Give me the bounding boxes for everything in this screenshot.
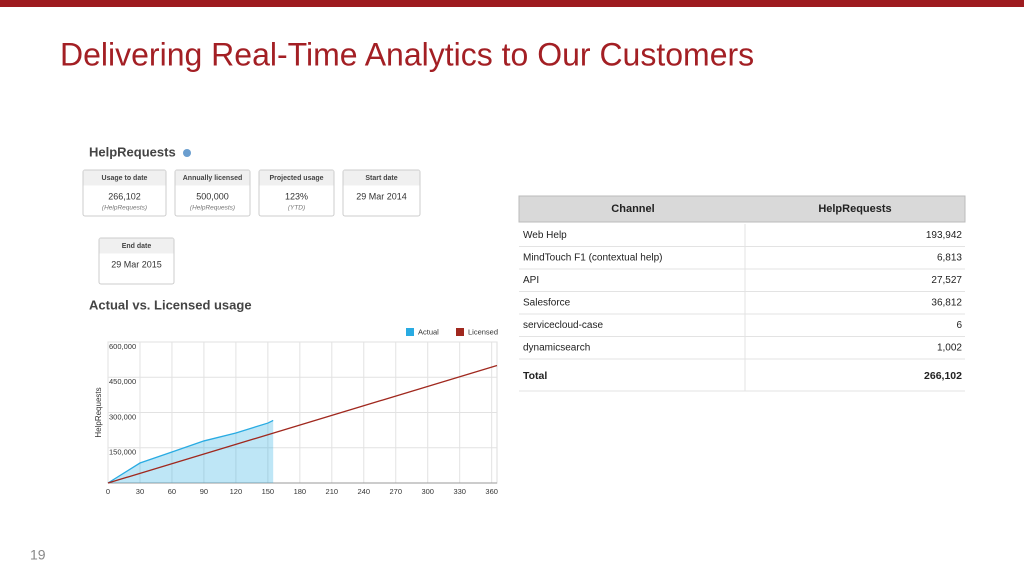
page-number: 19 xyxy=(30,547,46,563)
line xyxy=(107,364,498,484)
table-cell: dynamicsearch xyxy=(523,342,590,353)
y-tick-label: 300,000 xyxy=(109,412,136,421)
card-note: (YTD) xyxy=(288,205,305,212)
legend-swatch xyxy=(406,328,414,336)
card-header xyxy=(343,170,420,186)
table-cell: API xyxy=(523,275,539,286)
y-tick-label: 600,000 xyxy=(109,342,136,351)
area xyxy=(108,420,274,483)
card-header xyxy=(83,170,166,186)
x-tick-label: 360 xyxy=(485,487,498,496)
table-cell: MindTouch F1 (contextual help) xyxy=(523,252,663,263)
table-cell: 6,813 xyxy=(937,252,962,263)
card-value: 266,102 xyxy=(108,191,141,201)
card-value: 29 Mar 2014 xyxy=(356,191,407,201)
x-tick-label: 330 xyxy=(453,487,466,496)
dashboard-title: HelpRequests xyxy=(89,144,176,159)
table-header xyxy=(518,195,966,223)
x-tick-label: 30 xyxy=(136,487,144,496)
x-tick-label: 240 xyxy=(358,487,371,496)
legend-label: Actual xyxy=(418,327,439,336)
table-cell: 193,942 xyxy=(926,230,963,241)
table-total: 266,102 xyxy=(924,370,962,382)
card-label: Annually licensed xyxy=(183,175,243,182)
chart-title: Actual vs. Licensed usage xyxy=(89,297,252,312)
x-tick-label: 60 xyxy=(168,487,176,496)
info-icon xyxy=(183,149,191,157)
card-header xyxy=(99,238,174,254)
line xyxy=(107,419,274,484)
card-value: 123% xyxy=(285,191,308,201)
table-cell: servicecloud-case xyxy=(523,320,603,331)
x-tick-label: 0 xyxy=(106,487,110,496)
table-cell: 1,002 xyxy=(937,342,962,353)
card-header xyxy=(175,170,250,186)
x-tick-label: 180 xyxy=(294,487,307,496)
card-value: 29 Mar 2015 xyxy=(111,259,162,269)
table-cell: 6 xyxy=(956,320,962,331)
table-cell: 36,812 xyxy=(931,297,962,308)
slide-title: Delivering Real-Time Analytics to Our Cu… xyxy=(60,36,754,72)
card-label: Projected usage xyxy=(269,175,323,182)
card-value: 500,000 xyxy=(196,191,229,201)
y-axis-title: HelpRequests xyxy=(94,387,103,437)
card-label: End date xyxy=(122,243,152,250)
x-tick-label: 210 xyxy=(326,487,339,496)
table-cell: Web Help xyxy=(523,230,567,241)
y-tick-label: 450,000 xyxy=(109,377,136,386)
table-header-cell: HelpRequests xyxy=(818,203,891,215)
table-total: Total xyxy=(523,370,547,382)
table-frame xyxy=(519,196,965,394)
table-header-cell: Channel xyxy=(611,203,654,215)
x-tick-label: 270 xyxy=(389,487,402,496)
legend-swatch xyxy=(456,328,464,336)
card-header xyxy=(259,170,334,186)
card-label: Usage to date xyxy=(102,175,148,182)
x-tick-label: 300 xyxy=(421,487,434,496)
x-tick-label: 90 xyxy=(200,487,208,496)
card-label: Start date xyxy=(365,175,397,182)
table-cell: Salesforce xyxy=(523,297,571,308)
card-note: (HelpRequests) xyxy=(190,205,235,212)
x-tick-label: 150 xyxy=(262,487,275,496)
top-bar xyxy=(0,0,1024,7)
table-cell: 27,527 xyxy=(931,275,962,286)
x-tick-label: 120 xyxy=(230,487,243,496)
legend-label: Licensed xyxy=(468,327,498,336)
card-note: (HelpRequests) xyxy=(102,205,147,212)
y-tick-label: 150,000 xyxy=(109,448,136,457)
